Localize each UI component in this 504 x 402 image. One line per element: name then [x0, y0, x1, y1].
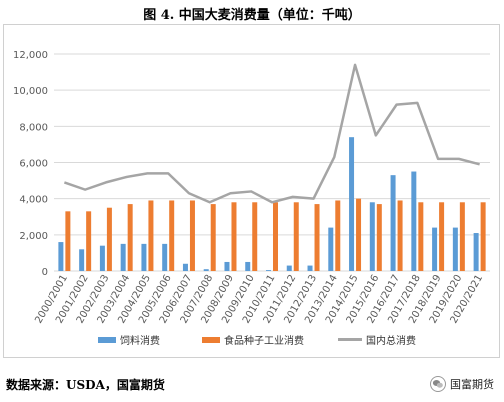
bar-feed: [411, 171, 417, 271]
legend: 饲料消费 食品种子工业消费 国内总消费: [0, 332, 504, 348]
bar-feed: [266, 270, 271, 271]
legend-item-total: 国内总消费: [338, 332, 416, 347]
bar-food: [439, 202, 445, 271]
bar-feed: [473, 233, 479, 271]
bar-feed: [452, 227, 458, 271]
y-tick-label: 10,000: [13, 86, 48, 97]
bar-feed: [79, 249, 85, 271]
legend-swatch-feed: [98, 336, 116, 343]
bar-feed: [99, 245, 105, 271]
legend-label-total: 国内总消费: [366, 336, 416, 347]
bar-feed: [390, 175, 396, 271]
bar-feed: [162, 243, 168, 271]
bar-food: [148, 200, 154, 271]
chart-title: 图 4. 中国大麦消费量（单位：千吨）: [143, 8, 361, 23]
bar-feed: [182, 263, 188, 271]
data-source-note: 数据来源：USDA，国富期货: [6, 378, 165, 392]
y-tick-label: 0: [42, 267, 48, 278]
y-tick-label: 12,000: [13, 50, 48, 61]
legend-item-feed: 饲料消费: [98, 332, 160, 347]
bar-food: [314, 204, 320, 271]
y-tick-label: 4,000: [19, 195, 48, 206]
y-tick-label: 8,000: [19, 122, 48, 133]
bar-food: [106, 207, 112, 271]
bar-food: [293, 202, 299, 271]
bar-food: [356, 198, 362, 271]
bar-feed: [203, 269, 209, 271]
legend-label-food: 食品种子工业消费: [224, 336, 304, 347]
chart-plot: 02,0004,0006,0008,00010,00012,0002000/20…: [13, 50, 490, 326]
bar-food: [418, 202, 424, 271]
bar-food: [189, 200, 195, 271]
y-tick-label: 6,000: [19, 159, 48, 170]
bar-food: [480, 202, 486, 271]
y-tick-label: 2,000: [19, 231, 48, 242]
brand-watermark: 国富期货: [430, 376, 494, 392]
bar-food: [459, 202, 465, 271]
legend-swatch-food: [202, 336, 220, 343]
bar-food: [65, 211, 71, 271]
line-total: [63, 63, 480, 204]
bar-feed: [286, 265, 292, 271]
legend-item-food: 食品种子工业消费: [202, 332, 304, 347]
bar-food: [376, 204, 382, 271]
bar-feed: [245, 261, 251, 271]
bar-feed: [224, 261, 230, 271]
brand-name: 国富期货: [450, 378, 494, 391]
bar-food: [335, 200, 341, 271]
bar-food: [86, 211, 92, 271]
legend-label-feed: 饲料消费: [120, 336, 160, 347]
bar-feed: [328, 227, 334, 271]
bar-food: [169, 200, 175, 271]
bar-feed: [120, 243, 126, 271]
bar-food: [127, 204, 133, 271]
wechat-icon: [430, 376, 446, 392]
bar-feed: [141, 243, 147, 271]
bar-food: [397, 200, 403, 271]
legend-swatch-total: [338, 338, 362, 341]
bar-feed: [58, 242, 64, 271]
bar-feed: [307, 265, 313, 271]
chart-area: [3, 24, 500, 358]
bar-food: [252, 202, 258, 271]
bar-feed: [432, 227, 438, 271]
bar-food: [231, 202, 237, 271]
bar-feed: [369, 202, 375, 271]
bar-food: [273, 202, 278, 271]
bar-food: [210, 204, 216, 271]
bar-feed: [349, 137, 355, 271]
